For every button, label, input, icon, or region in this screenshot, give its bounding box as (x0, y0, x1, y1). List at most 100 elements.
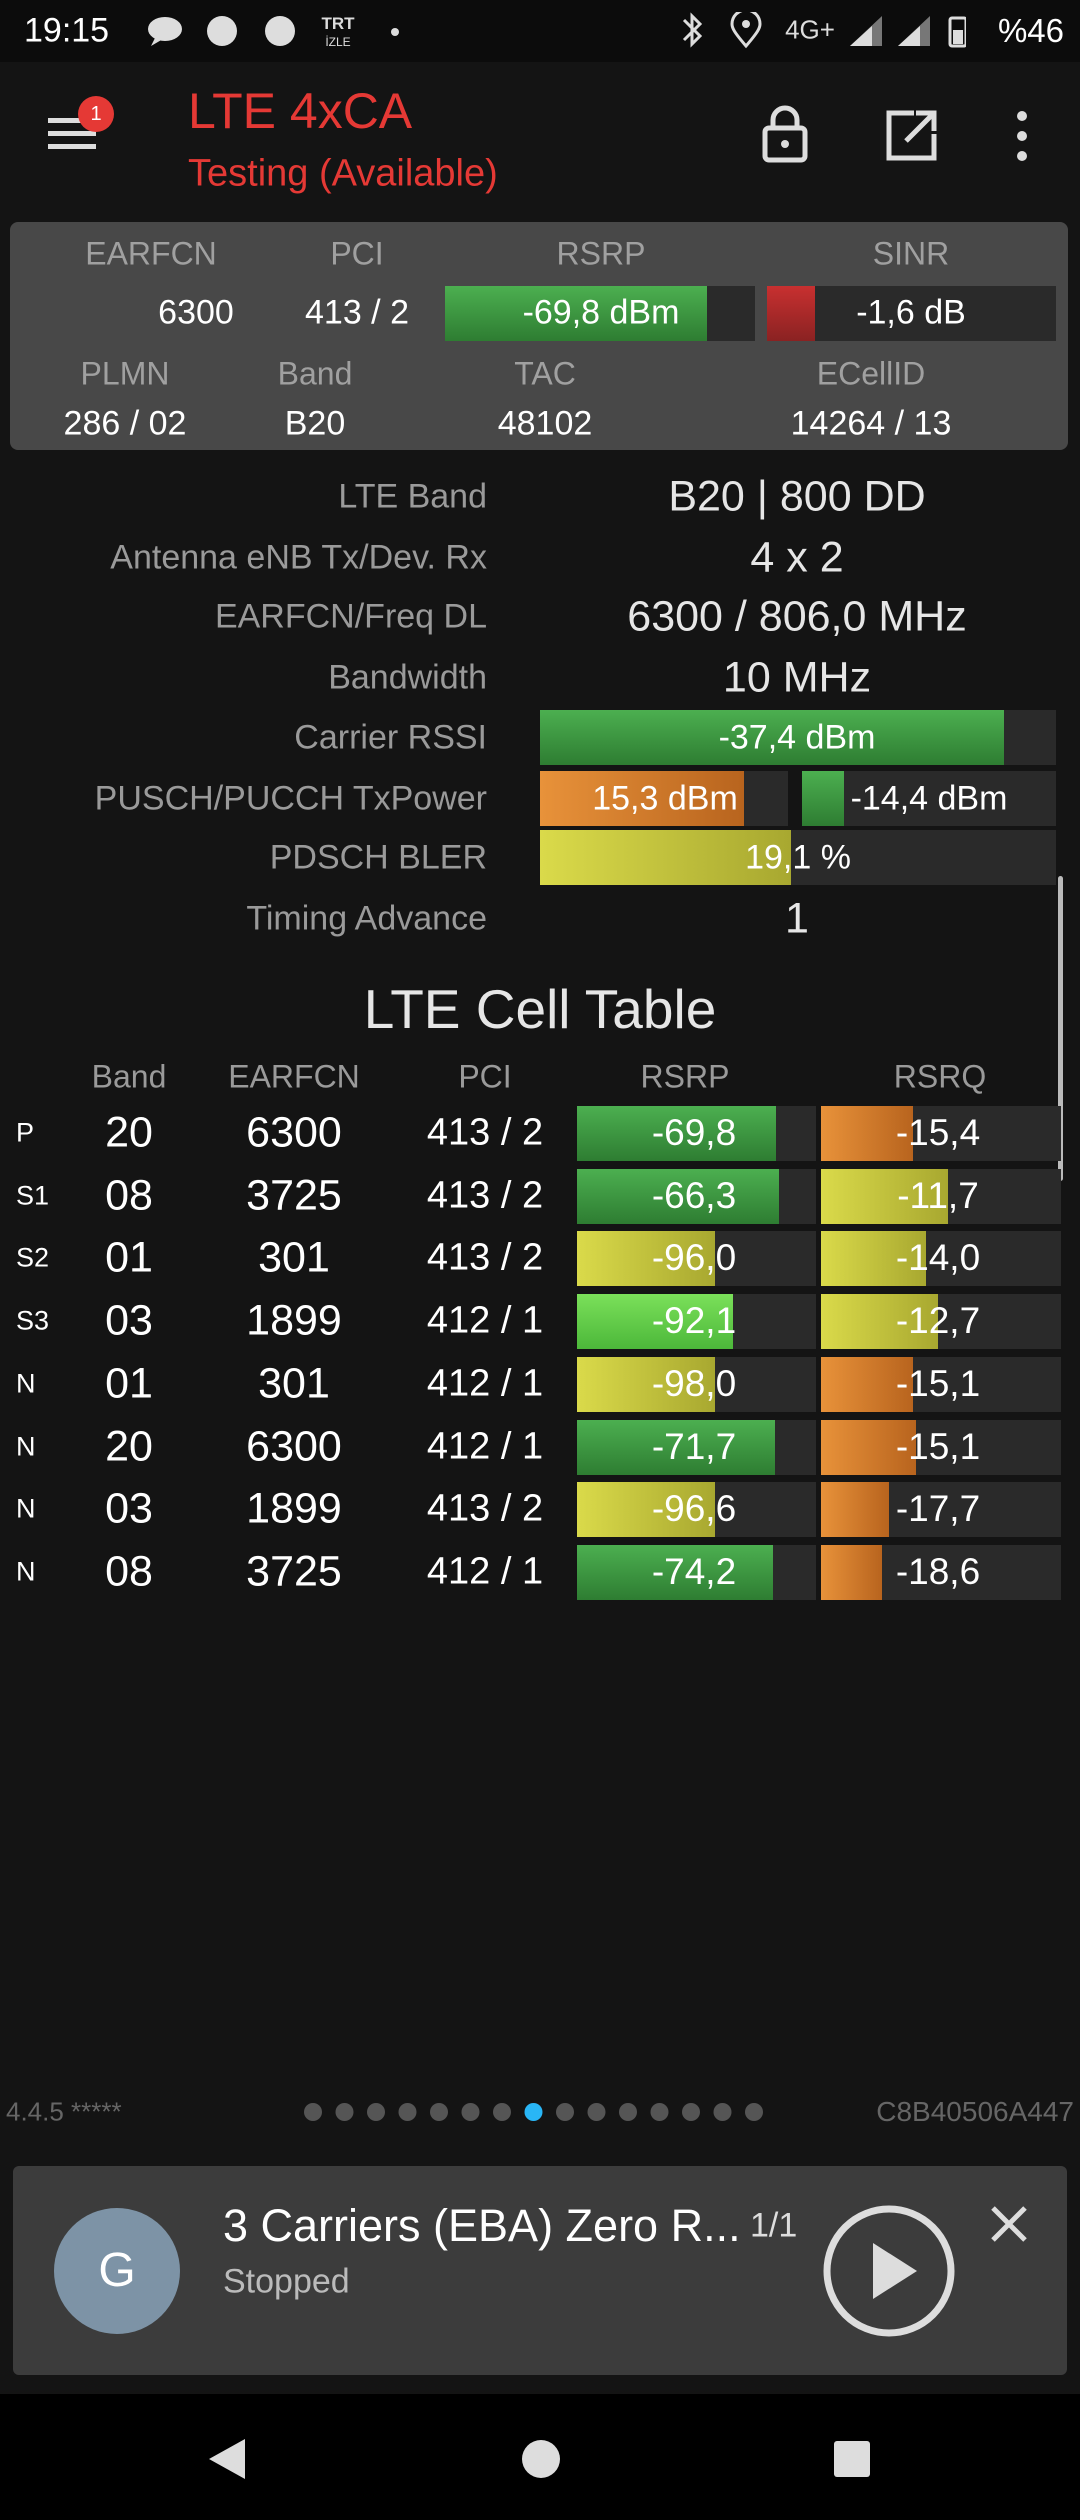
page-dot[interactable] (493, 2103, 511, 2121)
page-dot[interactable] (398, 2103, 417, 2121)
rsrq-bar-track (821, 1419, 1061, 1475)
notification-icons (148, 16, 399, 46)
page-dot[interactable] (335, 2103, 354, 2121)
summary-value: 48102 (497, 404, 593, 443)
summary-label: PLMN (80, 355, 170, 392)
tv-logo-sub: İZLE (325, 35, 351, 49)
cell-band: 20 (105, 1108, 153, 1157)
device-id: C8B40506A447 (876, 2096, 1074, 2127)
cell-pci: 412 / 1 (426, 1299, 544, 1342)
detail-label: PUSCH/PUCCH TxPower (94, 779, 487, 818)
cell-type: N (16, 1493, 36, 1524)
cell-rsrp: -96,6 (651, 1488, 737, 1530)
menu-button[interactable] (46, 112, 100, 156)
rsrq-bar-track (821, 1544, 1061, 1600)
page-dot[interactable] (556, 2103, 574, 2121)
detail-label: EARFCN/Freq DL (214, 597, 487, 636)
detail-label: Timing Advance (246, 899, 487, 938)
pucch-bar (802, 771, 844, 826)
page-dot[interactable] (713, 2103, 732, 2121)
rsrp-bar-track (577, 1168, 816, 1224)
page-dot[interactable] (430, 2103, 448, 2121)
detail-value: 1 (785, 894, 809, 943)
rsrq-bar-track (821, 1294, 1061, 1350)
rsrp-bar (577, 1419, 775, 1475)
cell-band: 01 (105, 1359, 153, 1408)
cell-rsrp: -96,0 (651, 1237, 737, 1279)
cell-type: S1 (16, 1180, 50, 1211)
rsrq-bar-track (821, 1106, 1061, 1161)
detail-value: 10 MHz (722, 653, 872, 702)
page-dot[interactable] (524, 2103, 543, 2121)
back-button[interactable] (209, 2439, 245, 2479)
system-icons (682, 12, 966, 49)
pucch-bar-track (802, 771, 1056, 826)
share-button[interactable] (884, 108, 940, 164)
detail-value: 15,3 dBm (592, 779, 738, 818)
cell-type: S3 (16, 1305, 50, 1336)
media-title: 3 Carriers (EBA) Zero R... (223, 2200, 741, 2251)
summary-label: Band (277, 355, 353, 392)
summary-label: ECellID (816, 355, 926, 392)
summary-value: 286 / 02 (63, 404, 187, 443)
rsrq-bar (821, 1106, 913, 1161)
rsrp-bar (577, 1294, 733, 1350)
summary-value: 413 / 2 (305, 293, 409, 332)
cell-earfcn: 3725 (246, 1547, 342, 1596)
page-dot[interactable] (619, 2103, 637, 2121)
more-button[interactable] (1010, 108, 1034, 164)
close-button[interactable] (989, 2204, 1029, 2244)
summary-value: B20 (284, 404, 346, 443)
cell-pci: 412 / 1 (426, 1362, 544, 1405)
cell-rsrp: -71,7 (651, 1425, 737, 1467)
page-indicator (304, 2103, 763, 2121)
rsrq-bar (821, 1294, 938, 1350)
rsrq-bar (821, 1231, 926, 1287)
page-dot[interactable] (587, 2103, 606, 2121)
detail-value: -37,4 dBm (718, 718, 876, 757)
page-dot[interactable] (682, 2103, 700, 2121)
page-dot[interactable] (367, 2103, 385, 2121)
cell-earfcn: 301 (258, 1359, 330, 1408)
summary-label: RSRP (556, 235, 646, 272)
cell-rsrq: -15,1 (895, 1362, 981, 1404)
page-dot[interactable] (745, 2103, 763, 2121)
rsrp-bar-track (577, 1544, 816, 1600)
pusch-bar (540, 771, 744, 826)
play-button[interactable] (821, 2203, 957, 2339)
rsrp-bar (577, 1168, 779, 1224)
cell-pci: 413 / 2 (426, 1487, 544, 1530)
cell-band: 03 (105, 1484, 153, 1533)
cell-rsrq: -17,7 (895, 1488, 981, 1530)
cell-earfcn: 1899 (246, 1484, 342, 1533)
page-dot[interactable] (461, 2103, 480, 2121)
app-subtitle: Testing (Available) (188, 152, 498, 195)
cell-earfcn: 301 (258, 1233, 330, 1282)
detail-value: 6300 / 806,0 MHz (627, 592, 967, 641)
summary-label: SINR (872, 235, 950, 272)
rsrp-bar (577, 1482, 715, 1538)
rsrq-bar (821, 1356, 913, 1412)
recents-button[interactable] (834, 2441, 870, 2477)
lock-button[interactable] (760, 104, 810, 164)
rsrp-bar (577, 1544, 773, 1600)
tv-logo: TRT (321, 14, 355, 33)
cell-rsrq: -12,7 (895, 1300, 981, 1342)
app-version: 4.4.5 ***** (6, 2096, 122, 2127)
pusch-bar-track (540, 771, 788, 826)
rsrq-bar (821, 1544, 882, 1600)
detail-value: 19,1 % (745, 838, 851, 877)
cell-type: N (16, 1431, 36, 1461)
rsrp-bar (445, 286, 707, 341)
cell-rsrq: -18,6 (895, 1550, 981, 1592)
page-dot[interactable] (650, 2103, 669, 2121)
rsrq-bar (821, 1419, 916, 1475)
summary-label: EARFCN (85, 235, 217, 272)
sinr-bar (767, 286, 815, 341)
rsrp-bar-track (577, 1231, 816, 1287)
page-dot[interactable] (304, 2103, 322, 2121)
home-button[interactable] (522, 2440, 560, 2478)
cell-type: N (16, 1556, 36, 1587)
cell-rsrp: -92,1 (651, 1300, 737, 1342)
cell-earfcn: 6300 (246, 1422, 342, 1470)
